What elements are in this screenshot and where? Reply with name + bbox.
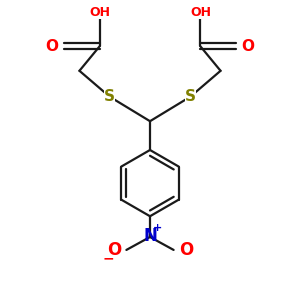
Text: O: O <box>179 241 193 259</box>
Text: O: O <box>45 39 58 54</box>
Text: N: N <box>143 226 157 244</box>
Text: +: + <box>153 223 162 233</box>
Text: O: O <box>107 241 121 259</box>
Text: OH: OH <box>190 6 211 19</box>
Text: −: − <box>103 251 114 265</box>
Text: O: O <box>242 39 255 54</box>
Text: S: S <box>185 89 196 104</box>
Text: S: S <box>104 89 115 104</box>
Text: OH: OH <box>89 6 110 19</box>
